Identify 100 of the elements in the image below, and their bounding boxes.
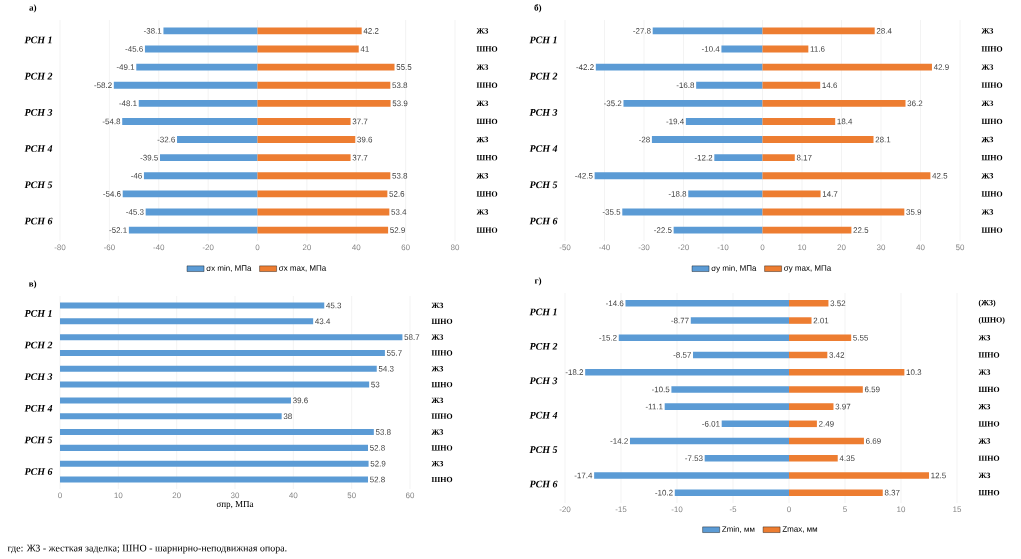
text: где: ЖЗ - жесткая заделка; ШНО - шарнирно-неподвижная опора.	[7, 544, 287, 554]
bar	[762, 118, 836, 125]
bar	[128, 226, 258, 234]
bar	[688, 190, 763, 198]
x-axis-title: σпр, МПа	[216, 501, 254, 509]
bar	[159, 154, 258, 162]
bar	[762, 154, 795, 162]
text: РСН 6	[24, 217, 53, 225]
bar	[594, 172, 763, 180]
text: РСН 2	[24, 72, 53, 80]
chart-title: г)	[534, 277, 542, 286]
bar	[60, 476, 368, 483]
bar	[762, 99, 906, 107]
text: РСН 4	[529, 411, 558, 419]
text: РСН 1	[24, 36, 52, 44]
bar	[60, 397, 291, 404]
text: РСН 5	[529, 181, 558, 189]
text: РСН 2	[529, 72, 558, 80]
bar	[629, 437, 790, 445]
bar	[704, 454, 790, 462]
bar	[122, 190, 258, 198]
bar	[595, 63, 763, 71]
text: РСН 1	[529, 36, 557, 44]
text: РСН 1	[24, 310, 52, 317]
bar	[60, 334, 403, 341]
text: РСН 6	[529, 480, 558, 488]
text: РСН 3	[24, 109, 53, 116]
bar	[721, 420, 790, 428]
text: РСН 5	[24, 436, 53, 444]
bar	[177, 136, 258, 143]
bar	[257, 81, 391, 89]
bar	[60, 444, 368, 451]
bar	[789, 368, 905, 376]
bar	[138, 99, 258, 107]
bar	[762, 190, 821, 198]
chart-title: а)	[29, 4, 37, 13]
text: РСН 6	[24, 468, 53, 475]
text: РСН 3	[529, 109, 558, 116]
bar	[789, 472, 930, 479]
bar	[257, 63, 395, 71]
bar	[671, 386, 790, 393]
bar	[585, 368, 790, 376]
bar	[714, 154, 763, 162]
bar	[673, 226, 763, 234]
bar	[789, 437, 864, 445]
bar	[693, 351, 790, 359]
bar	[143, 172, 258, 180]
bar	[762, 136, 874, 143]
text: РСН 5	[24, 181, 53, 189]
bar	[594, 472, 790, 479]
bar	[136, 63, 258, 71]
bar	[762, 27, 875, 35]
bar	[257, 136, 356, 143]
bar	[122, 118, 258, 125]
bar	[789, 334, 852, 342]
bar	[257, 226, 389, 234]
bar	[257, 27, 362, 35]
bar	[618, 334, 790, 342]
bar	[60, 349, 385, 356]
bar	[762, 81, 821, 89]
bar	[651, 136, 763, 143]
text: РСН 1	[529, 308, 557, 316]
bar	[625, 300, 790, 307]
bar	[664, 403, 790, 410]
bar	[60, 460, 369, 467]
chart-title: б)	[534, 4, 542, 13]
bar	[762, 63, 932, 71]
bar	[789, 489, 883, 496]
bar	[789, 386, 863, 393]
bar	[60, 318, 314, 325]
bar	[623, 99, 763, 107]
bar	[113, 81, 258, 89]
text: РСН 3	[24, 373, 53, 381]
bar	[163, 27, 258, 35]
bar	[60, 381, 370, 388]
bar	[60, 413, 282, 420]
bar	[696, 81, 763, 89]
bar	[60, 302, 325, 309]
bar	[789, 420, 817, 428]
bar	[762, 172, 931, 180]
text: РСН 2	[24, 341, 53, 349]
bar	[257, 190, 388, 198]
text: РСН 4	[24, 145, 53, 152]
bar	[789, 454, 838, 462]
bar	[257, 99, 391, 107]
bar	[257, 154, 351, 162]
bar	[789, 403, 834, 410]
text: РСН 4	[529, 145, 558, 152]
text: РСН 6	[529, 217, 558, 225]
text: РСН 4	[24, 404, 53, 412]
text: РСН 3	[529, 377, 558, 385]
bar	[60, 365, 377, 372]
bar	[685, 118, 763, 125]
bar	[762, 226, 852, 234]
bar	[60, 429, 374, 436]
chart-title: в)	[28, 280, 37, 289]
text: РСН 5	[529, 446, 558, 453]
bar	[789, 300, 829, 307]
bar	[789, 317, 812, 324]
bar	[652, 27, 763, 35]
